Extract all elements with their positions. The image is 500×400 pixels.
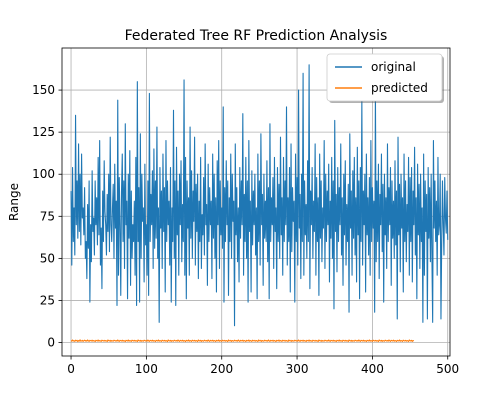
y-tick-label: 100 (32, 167, 55, 181)
series-line-predicted (70, 339, 415, 343)
legend-label-original: original (371, 60, 416, 74)
chart-title: Federated Tree RF Prediction Analysis (125, 28, 388, 44)
y-tick-label: 150 (32, 83, 55, 97)
y-tick-label: 0 (47, 336, 55, 350)
y-tick-label: 75 (40, 209, 55, 223)
x-tick-label: 200 (210, 362, 233, 376)
x-tick-label: 0 (67, 362, 75, 376)
plot-frame (61, 47, 451, 357)
series-line-original (70, 64, 449, 327)
legend: original predicted (326, 53, 444, 103)
x-tick-label: 500 (436, 362, 459, 376)
x-tick-label: 300 (286, 362, 309, 376)
y-tick-label: 125 (32, 125, 55, 139)
y-axis-label: Range (7, 183, 21, 221)
x-tick-label: 100 (135, 362, 158, 376)
y-tick-label: 25 (40, 293, 55, 307)
y-ticks: 0 25 50 75 100 125 150 (32, 83, 62, 350)
series-layer (70, 64, 449, 343)
legend-label-predicted: predicted (371, 81, 428, 95)
x-tick-label: 400 (361, 362, 384, 376)
y-tick-label: 50 (40, 251, 55, 265)
legend-box (326, 53, 443, 102)
x-ticks: 0 100 200 300 400 500 (67, 356, 459, 376)
